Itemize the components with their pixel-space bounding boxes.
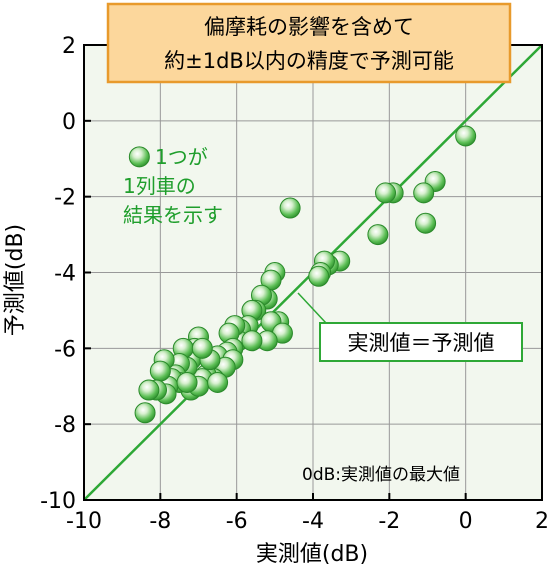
y-tick-labels: -10 -8 -6 -4 -2 0 2 — [40, 34, 76, 514]
footnote: 0dB:実測値の最大値 — [302, 465, 460, 485]
legend-marker-line-3: 結果を示す — [123, 203, 223, 227]
data-points — [134, 125, 477, 424]
x-tick-label: -2 — [378, 509, 400, 534]
x-tick-label: -6 — [226, 509, 248, 534]
y-tick-label: -2 — [54, 186, 76, 211]
data-point — [455, 125, 477, 147]
data-point — [308, 265, 330, 287]
data-point — [413, 182, 435, 204]
data-point — [176, 371, 198, 393]
y-tick-label: -8 — [54, 413, 76, 438]
legend-marker-line-2: 1列車の — [123, 174, 196, 198]
x-tick-label: 0 — [459, 509, 473, 534]
y-tick-label: -4 — [54, 262, 76, 287]
x-tick-label: 2 — [535, 509, 549, 534]
data-point — [134, 402, 156, 424]
axis-ticks — [83, 44, 543, 501]
data-point — [138, 379, 160, 401]
title-box — [106, 2, 512, 84]
reference-line-label: 実測値＝予測値 — [348, 331, 495, 355]
data-point — [149, 360, 171, 382]
x-tick-label: -10 — [66, 509, 102, 534]
y-tick-label: -6 — [54, 337, 76, 362]
x-tick-label: -8 — [149, 509, 171, 534]
y-tick-label: 2 — [62, 34, 76, 59]
y-axis-label: 予測値(dB) — [3, 224, 28, 336]
data-point — [191, 337, 213, 359]
data-point — [375, 182, 397, 204]
reference-line-leader — [297, 292, 327, 324]
data-point — [241, 330, 263, 352]
y-tick-label: 0 — [62, 110, 76, 135]
legend-marker — [128, 146, 150, 168]
y-tick-label: -10 — [40, 489, 76, 514]
chart-title-line-1: 偏摩耗の影響を含めて — [204, 15, 414, 39]
data-point — [207, 371, 229, 393]
chart-title-line-2: 約±1dB以内の精度で予測可能 — [164, 49, 454, 73]
legend-marker-line-1: 1つが — [155, 145, 208, 169]
x-axis-label: 実測値(dB) — [256, 542, 368, 567]
x-tick-labels: -10 -8 -6 -4 -2 0 2 — [66, 509, 549, 534]
data-point — [415, 212, 437, 234]
data-point — [367, 224, 389, 246]
reference-line-label-box — [319, 322, 523, 362]
x-tick-label: -4 — [302, 509, 324, 534]
data-point — [279, 197, 301, 219]
